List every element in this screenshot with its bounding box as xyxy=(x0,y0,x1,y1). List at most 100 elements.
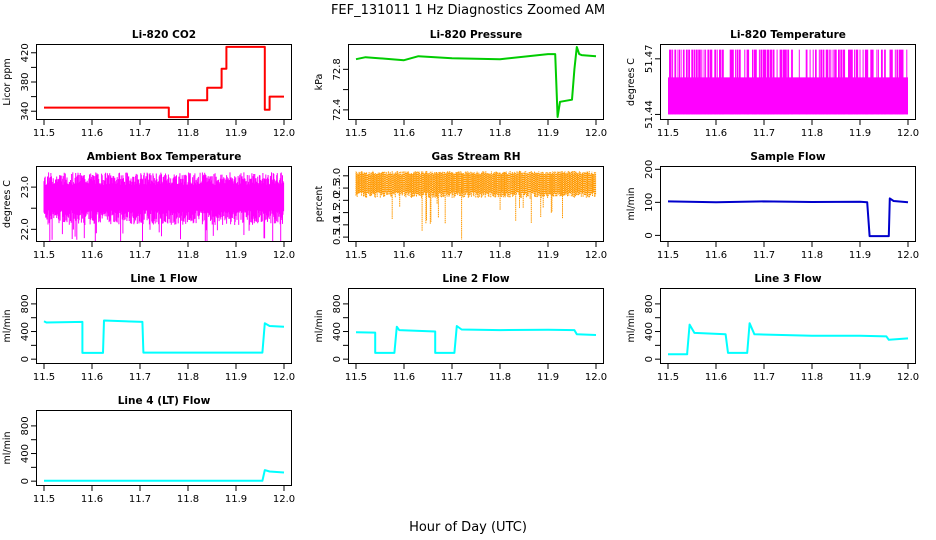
plot-frame xyxy=(660,288,916,364)
plot-frame xyxy=(348,44,604,120)
x-tick-label: 11.5 xyxy=(33,494,55,505)
y-axis-label: kPa xyxy=(314,74,325,91)
plot-frame xyxy=(660,166,916,242)
x-tick-label: 11.6 xyxy=(705,250,727,261)
x-tick-label: 12.0 xyxy=(585,372,607,383)
y-tick-label: 400 xyxy=(20,444,31,463)
x-tick-label: 11.9 xyxy=(849,250,871,261)
plot-frame xyxy=(36,288,292,364)
x-tick-label: 11.6 xyxy=(393,372,415,383)
x-tick-label: 12.0 xyxy=(273,128,295,139)
y-tick-label: 2.5 xyxy=(332,180,343,196)
panel-title: Li-820 Pressure xyxy=(430,29,523,41)
panel-title: Ambient Box Temperature xyxy=(87,151,242,163)
panel-title: Gas Stream RH xyxy=(431,151,520,163)
x-tick-label: 11.5 xyxy=(345,372,367,383)
series-line xyxy=(667,197,909,238)
x-tick-label: 11.5 xyxy=(345,128,367,139)
panel-plot xyxy=(355,46,597,118)
temp-spikes xyxy=(669,49,908,115)
figure-title: FEF_131011 1 Hz Diagnostics Zoomed AM xyxy=(331,3,605,18)
panel-8: Line 2 Flow 11.5 11.6 11.7 11.8 11.9 12.0 0 400 8… xyxy=(314,273,607,383)
x-tick-label: 11.7 xyxy=(753,128,775,139)
y-tick-label: 100 xyxy=(644,193,655,212)
x-tick-label: 11.8 xyxy=(177,128,199,139)
y-tick-label: 400 xyxy=(644,322,655,341)
y-tick-label: 0 xyxy=(20,478,31,484)
panel-title: Line 3 Flow xyxy=(754,273,821,285)
x-tick-label: 11.8 xyxy=(177,494,199,505)
panel-plot xyxy=(355,170,597,240)
x-tick-label: 11.9 xyxy=(537,372,559,383)
y-tick-label: 1.0 xyxy=(332,217,343,233)
ambient-trace xyxy=(43,172,285,242)
y-tick-label: 51.47 xyxy=(644,45,655,74)
x-tick-label: 11.6 xyxy=(393,128,415,139)
panel-plot xyxy=(668,49,908,115)
figure-xlabel: Hour of Day (UTC) xyxy=(409,520,527,535)
y-axis-label: degrees C xyxy=(626,58,637,106)
x-tick-label: 11.9 xyxy=(849,128,871,139)
y-tick-label: 800 xyxy=(20,294,31,313)
y-axis-label: percent xyxy=(314,186,325,223)
y-tick-label: 0.5 xyxy=(332,229,343,245)
plot-frame xyxy=(36,410,292,486)
y-tick-label: 420 xyxy=(20,43,31,62)
panel-title: Line 1 Flow xyxy=(130,273,197,285)
x-tick-label: 11.8 xyxy=(801,128,823,139)
x-tick-label: 11.7 xyxy=(129,128,151,139)
y-tick-label: 23.0 xyxy=(20,176,31,198)
y-tick-label: 380 xyxy=(20,72,31,91)
x-tick-label: 11.5 xyxy=(33,128,55,139)
x-tick-label: 11.5 xyxy=(657,128,679,139)
y-tick-label: 200 xyxy=(644,160,655,179)
series-line xyxy=(668,322,909,356)
x-tick-label: 12.0 xyxy=(273,250,295,261)
y-tick-label: 2.0 xyxy=(332,192,343,208)
series-line xyxy=(355,325,597,354)
panel-plot xyxy=(44,469,285,482)
x-tick-label: 12.0 xyxy=(897,250,919,261)
x-tick-label: 12.0 xyxy=(897,372,919,383)
y-axis-label: ml/min xyxy=(626,187,637,220)
y-tick-label: 400 xyxy=(20,322,31,341)
x-tick-label: 11.7 xyxy=(441,250,463,261)
y-tick-label: 800 xyxy=(20,416,31,435)
panel-1: Li-820 CO2 11.5 11.6 11.7 11.8 11.9 12.0 340 380… xyxy=(2,29,295,139)
y-axis-label: ml/min xyxy=(314,309,325,342)
panel-6: Sample Flow 11.5 11.6 11.7 11.8 11.9 12.0 0 100 2… xyxy=(626,151,919,261)
y-tick-label: 22.0 xyxy=(20,218,31,240)
panel-title: Li-820 CO2 xyxy=(132,29,196,41)
panel-title: Line 2 Flow xyxy=(442,273,509,285)
plot-frame xyxy=(348,288,604,364)
x-tick-label: 11.9 xyxy=(537,128,559,139)
panel-plot xyxy=(667,197,909,238)
panel-10: Line 4 (LT) Flow 11.5 11.6 11.7 11.8 11.9 12.0… xyxy=(2,395,295,505)
y-tick-label: 3.0 xyxy=(332,168,343,184)
panel-plot xyxy=(668,322,909,356)
x-tick-label: 11.8 xyxy=(177,250,199,261)
series-line xyxy=(44,469,285,482)
panels: Li-820 CO2 11.5 11.6 11.7 11.8 11.9 12.0 340 380… xyxy=(2,29,919,505)
x-tick-label: 11.6 xyxy=(705,128,727,139)
x-tick-label: 11.9 xyxy=(537,250,559,261)
y-tick-label: 72.8 xyxy=(332,58,343,80)
series-line xyxy=(43,319,285,354)
y-axis-label: degrees C xyxy=(2,180,13,228)
panel-title: Line 4 (LT) Flow xyxy=(118,395,211,407)
x-tick-label: 11.8 xyxy=(489,128,511,139)
x-tick-label: 12.0 xyxy=(273,372,295,383)
y-tick-label: 72.4 xyxy=(332,99,343,121)
x-tick-label: 11.8 xyxy=(801,372,823,383)
x-tick-label: 12.0 xyxy=(585,250,607,261)
panel-plot xyxy=(355,325,597,354)
y-tick-label: 800 xyxy=(644,294,655,313)
x-tick-label: 11.6 xyxy=(705,372,727,383)
y-axis-label: ml/min xyxy=(2,309,13,342)
plot-frame xyxy=(36,166,292,242)
x-tick-label: 11.6 xyxy=(81,494,103,505)
series-line xyxy=(355,46,597,118)
panel-7: Line 1 Flow 11.5 11.6 11.7 11.8 11.9 12.0 0 400 8… xyxy=(2,273,295,383)
y-tick-label: 51.44 xyxy=(644,100,655,129)
x-tick-label: 11.8 xyxy=(801,250,823,261)
